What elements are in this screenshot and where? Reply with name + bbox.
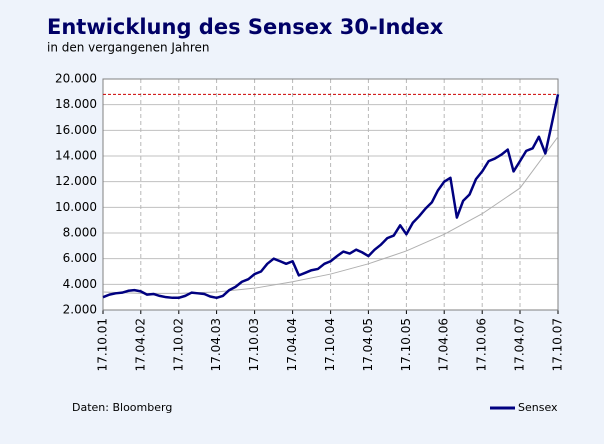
line xyxy=(102,94,560,300)
source: Daten: Bloomberg xyxy=(72,401,172,414)
trend-line xyxy=(102,136,559,294)
x-tick-label: 17.10.07 xyxy=(551,318,565,371)
x-tick-label: 17.04.03 xyxy=(209,318,223,371)
x-tick-label: 17.10.04 xyxy=(323,318,337,371)
x-tick-label: 17.10.01 xyxy=(96,318,110,371)
plot-border xyxy=(102,78,559,311)
y-tick-label: 18.000 xyxy=(55,97,97,111)
y-tick-label: 2.000 xyxy=(63,303,97,317)
legend-label: Sensex xyxy=(518,401,558,414)
x-tick-label: 17.04.02 xyxy=(133,318,147,371)
y-tick-label: 10.000 xyxy=(55,200,97,214)
y-tick-label: 16.000 xyxy=(55,123,97,137)
y-tick-label: 12.000 xyxy=(55,174,97,188)
x-tick-label: 17.04.06 xyxy=(437,318,451,371)
x-tick-label: 17.10.06 xyxy=(475,318,489,371)
y-tick-label: 8.000 xyxy=(63,226,97,240)
y-tick-label: 20.000 xyxy=(55,72,97,86)
x-tick-label: 17.04.05 xyxy=(361,318,375,371)
chart-title: Entwicklung des Sensex 30-Index xyxy=(47,15,444,39)
y-tick-label: 4.000 xyxy=(63,277,97,291)
x-tick-label: 17.10.02 xyxy=(171,318,185,371)
y-tick-label: 14.000 xyxy=(55,149,97,163)
y-tick-label: 6.000 xyxy=(63,251,97,265)
chart-subtitle: in den vergangenen Jahren xyxy=(47,41,210,55)
x-tick-label: 17.10.05 xyxy=(399,318,413,371)
x-tick-label: 17.04.07 xyxy=(512,318,526,371)
x-tick-label: 17.04.04 xyxy=(285,318,299,371)
x-tick-label: 17.10.03 xyxy=(247,318,261,371)
